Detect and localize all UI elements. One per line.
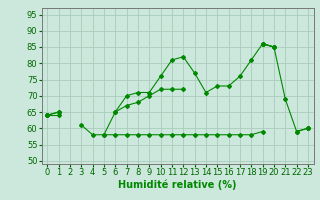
X-axis label: Humidité relative (%): Humidité relative (%) <box>118 180 237 190</box>
